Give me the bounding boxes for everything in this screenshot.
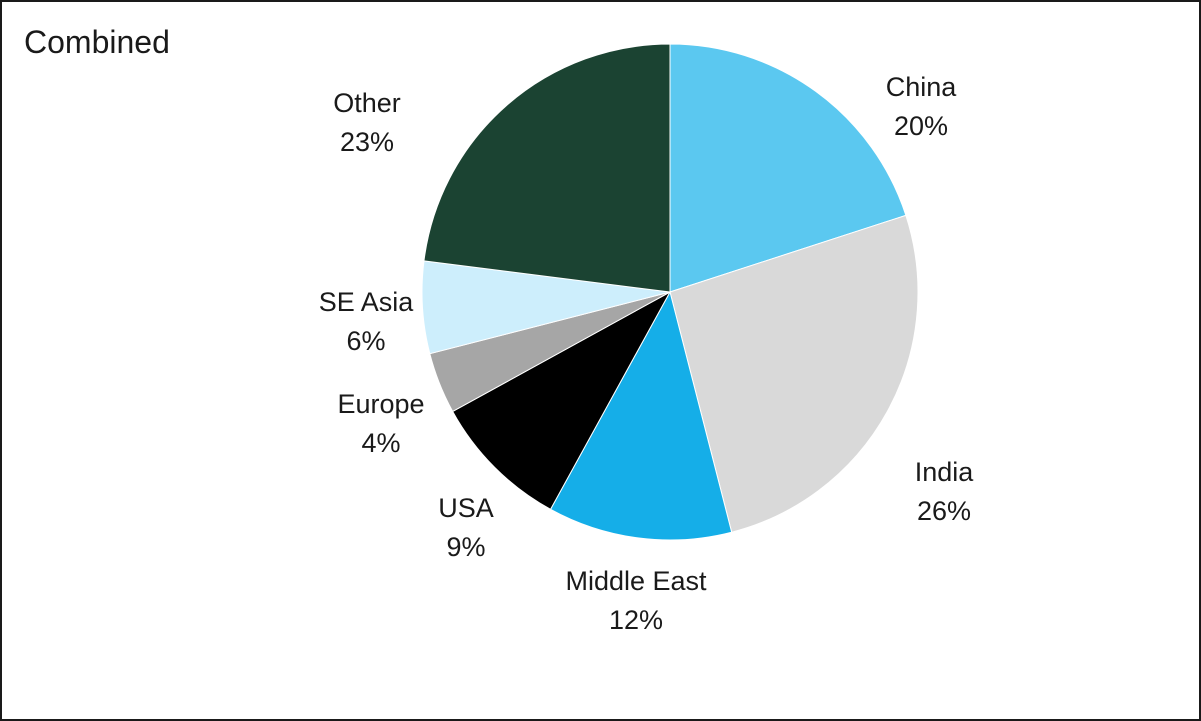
slice-value-europe: 4% [361,428,400,458]
slice-value-other: 23% [340,127,394,157]
slice-value-india: 26% [917,496,971,526]
pie-labels: China 20% India 26% Middle East 12% USA 9% Europ… [319,72,975,635]
chart-title: Combined [24,24,170,60]
slice-label-usa: USA [438,493,494,523]
pie-slice-usa [452,290,672,510]
pie-slice-other [423,43,671,293]
slice-value-china: 20% [894,111,948,141]
slice-value-se-asia: 6% [346,326,385,356]
slice-label-middle-east: Middle East [565,566,707,596]
slice-label-europe: Europe [337,389,424,419]
slice-label-other: Other [333,88,401,118]
slice-label-china: China [886,72,958,102]
pie-slice-india [669,214,919,533]
slice-label-se-asia: SE Asia [319,287,415,317]
slice-label-india: India [915,457,975,487]
slice-value-usa: 9% [446,532,485,562]
pie-slice-china [669,43,907,293]
pie-slice-middle-east [549,290,733,541]
slice-value-middle-east: 12% [609,605,663,635]
pie-slices [421,43,919,541]
